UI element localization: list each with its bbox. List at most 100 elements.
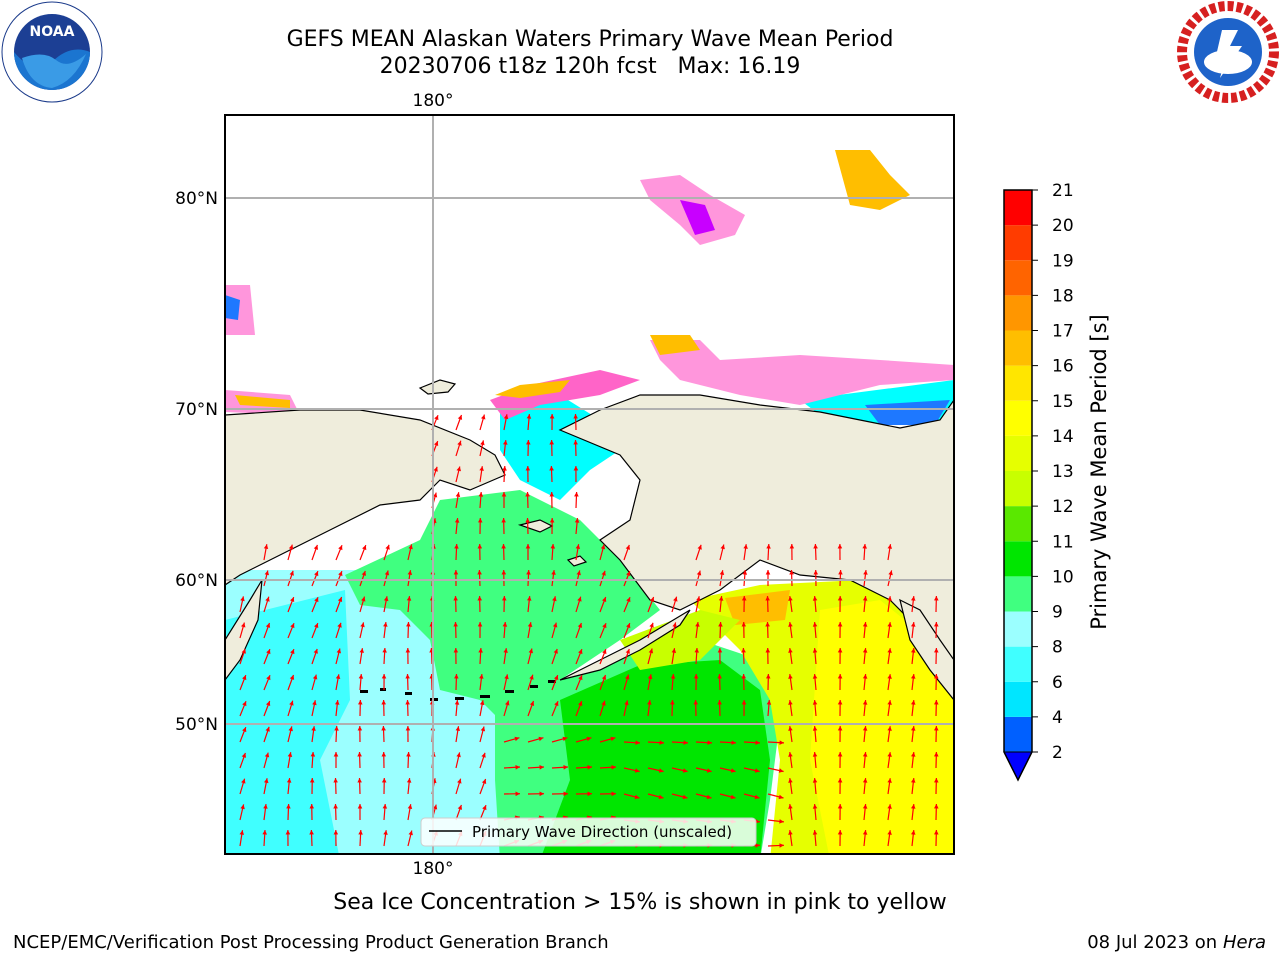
wave-arrow-head (477, 596, 482, 601)
wave-arrow-head (454, 700, 460, 705)
colorbar-tick-label: 11 (1052, 532, 1074, 552)
wave-arrow-head (503, 414, 509, 420)
wave-arrow-head (934, 778, 939, 783)
wave-arrow-head (480, 726, 486, 732)
wave-arrow-head (812, 700, 818, 705)
wave-arrow-head (887, 544, 892, 549)
wave-arrow-head (357, 726, 363, 731)
colorbar-tick-label: 20 (1052, 216, 1074, 236)
wave-arrow-head (406, 622, 411, 627)
wave-arrow-head (333, 752, 339, 757)
wave-arrow-head (766, 544, 771, 549)
wave-arrow-head (601, 570, 606, 576)
wave-arrow-head (501, 492, 507, 497)
field-cyan-west (225, 590, 350, 854)
wave-arrow-head (672, 622, 677, 628)
wave-arrow-head (838, 570, 843, 575)
wave-arrow-head (575, 544, 581, 549)
lat-label-60: 60°N (175, 571, 218, 591)
wave-arrow-head (453, 648, 459, 653)
wave-arrow-head (528, 648, 533, 654)
wave-arrow-head (697, 544, 702, 550)
wave-arrow-head (788, 622, 793, 627)
wave-arrow-head (242, 675, 247, 681)
wave-arrow-head (837, 648, 843, 653)
wave-arrow-head (406, 596, 412, 601)
wave-arrow-head (357, 778, 362, 783)
field-gulf-yellow (810, 600, 954, 854)
wave-arrow-head (812, 752, 818, 757)
colorbar-segment (1004, 435, 1032, 471)
wave-arrow-head (649, 597, 655, 602)
wave-arrow-head (730, 768, 736, 773)
wave-arrow-head (549, 466, 554, 471)
wave-arrow-head (602, 623, 607, 629)
wave-arrow-head (696, 596, 701, 602)
ice-pack-north-core (680, 200, 715, 235)
wave-arrow-head (382, 804, 388, 809)
wave-arrow-head (407, 804, 413, 809)
wave-arrow-head (837, 700, 843, 705)
wave-arrow-head (587, 791, 592, 797)
wave-arrow-head (515, 791, 520, 797)
wave-arrow-head (887, 804, 892, 809)
wave-arrow-head (634, 768, 640, 773)
colorbar-segment (1004, 576, 1032, 612)
wave-arrow-head (335, 700, 340, 705)
wave-arrow-head (610, 736, 616, 742)
wave-arrow-head (454, 518, 460, 523)
land-wrangel (418, 379, 457, 395)
wave-arrow-head (479, 700, 485, 706)
wave-arrow-head (408, 544, 413, 550)
wave-arrow-head (525, 518, 530, 523)
colorbar-label: Primary Wave Mean Period [s] (1087, 314, 1111, 630)
wave-arrow-head (383, 596, 389, 602)
wave-arrow-head (337, 597, 343, 602)
wave-arrow-head (453, 570, 459, 575)
wave-arrow-head (289, 700, 294, 706)
wave-arrow-head (911, 596, 916, 601)
footer-date-text: 08 Jul 2023 on (1087, 932, 1218, 953)
wave-arrow-head (290, 597, 295, 602)
wave-arrow-head (358, 830, 363, 835)
wave-arrow-head (357, 804, 363, 809)
wave-arrow-head (911, 648, 916, 653)
wave-arrow-head (525, 544, 531, 549)
wave-arrow-head (730, 794, 736, 800)
wave-arrow-head (383, 830, 388, 835)
colorbar-frame (1003, 189, 1033, 782)
legend-label: Primary Wave Direction (unscaled) (472, 823, 732, 841)
wave-arrow-head (265, 596, 270, 602)
wave-arrow-head (911, 804, 916, 809)
wave-arrow-head (695, 622, 700, 627)
lon-label-bottom: 180° (413, 859, 454, 879)
field-green-core (542, 660, 770, 854)
colorbar-tick-label: 2 (1052, 743, 1063, 763)
lon-label-top: 180° (413, 91, 454, 111)
wave-arrow-head (562, 736, 568, 742)
wave-arrow-head (837, 726, 843, 731)
wave-arrow-head (573, 466, 579, 471)
wave-arrow-head (682, 768, 688, 773)
wave-arrow-head (887, 700, 892, 705)
wave-arrow-head (862, 596, 868, 601)
wave-arrow-head (285, 830, 291, 835)
wave-arrow-head (717, 674, 722, 679)
wave-arrow-head (742, 570, 748, 575)
colorbar-segment (1004, 295, 1032, 331)
wave-arrow-head (358, 700, 363, 705)
wave-arrow-head (434, 441, 439, 446)
wave-arrow-head (362, 545, 367, 551)
wave-arrow-head (502, 466, 507, 471)
wave-arrow-head (741, 596, 747, 601)
colorbar-segment (1004, 471, 1032, 507)
colorbar-segment (1004, 541, 1032, 577)
wave-arrow-head (766, 700, 772, 705)
ice-edge-east-orange (650, 335, 700, 355)
wave-arrow-head (381, 700, 386, 705)
wave-arrow-head (477, 622, 483, 627)
wave-arrow-head (671, 648, 677, 653)
wave-arrow-head (706, 768, 712, 773)
wave-arrow-head (405, 726, 411, 731)
wave-arrow-head (754, 794, 760, 800)
